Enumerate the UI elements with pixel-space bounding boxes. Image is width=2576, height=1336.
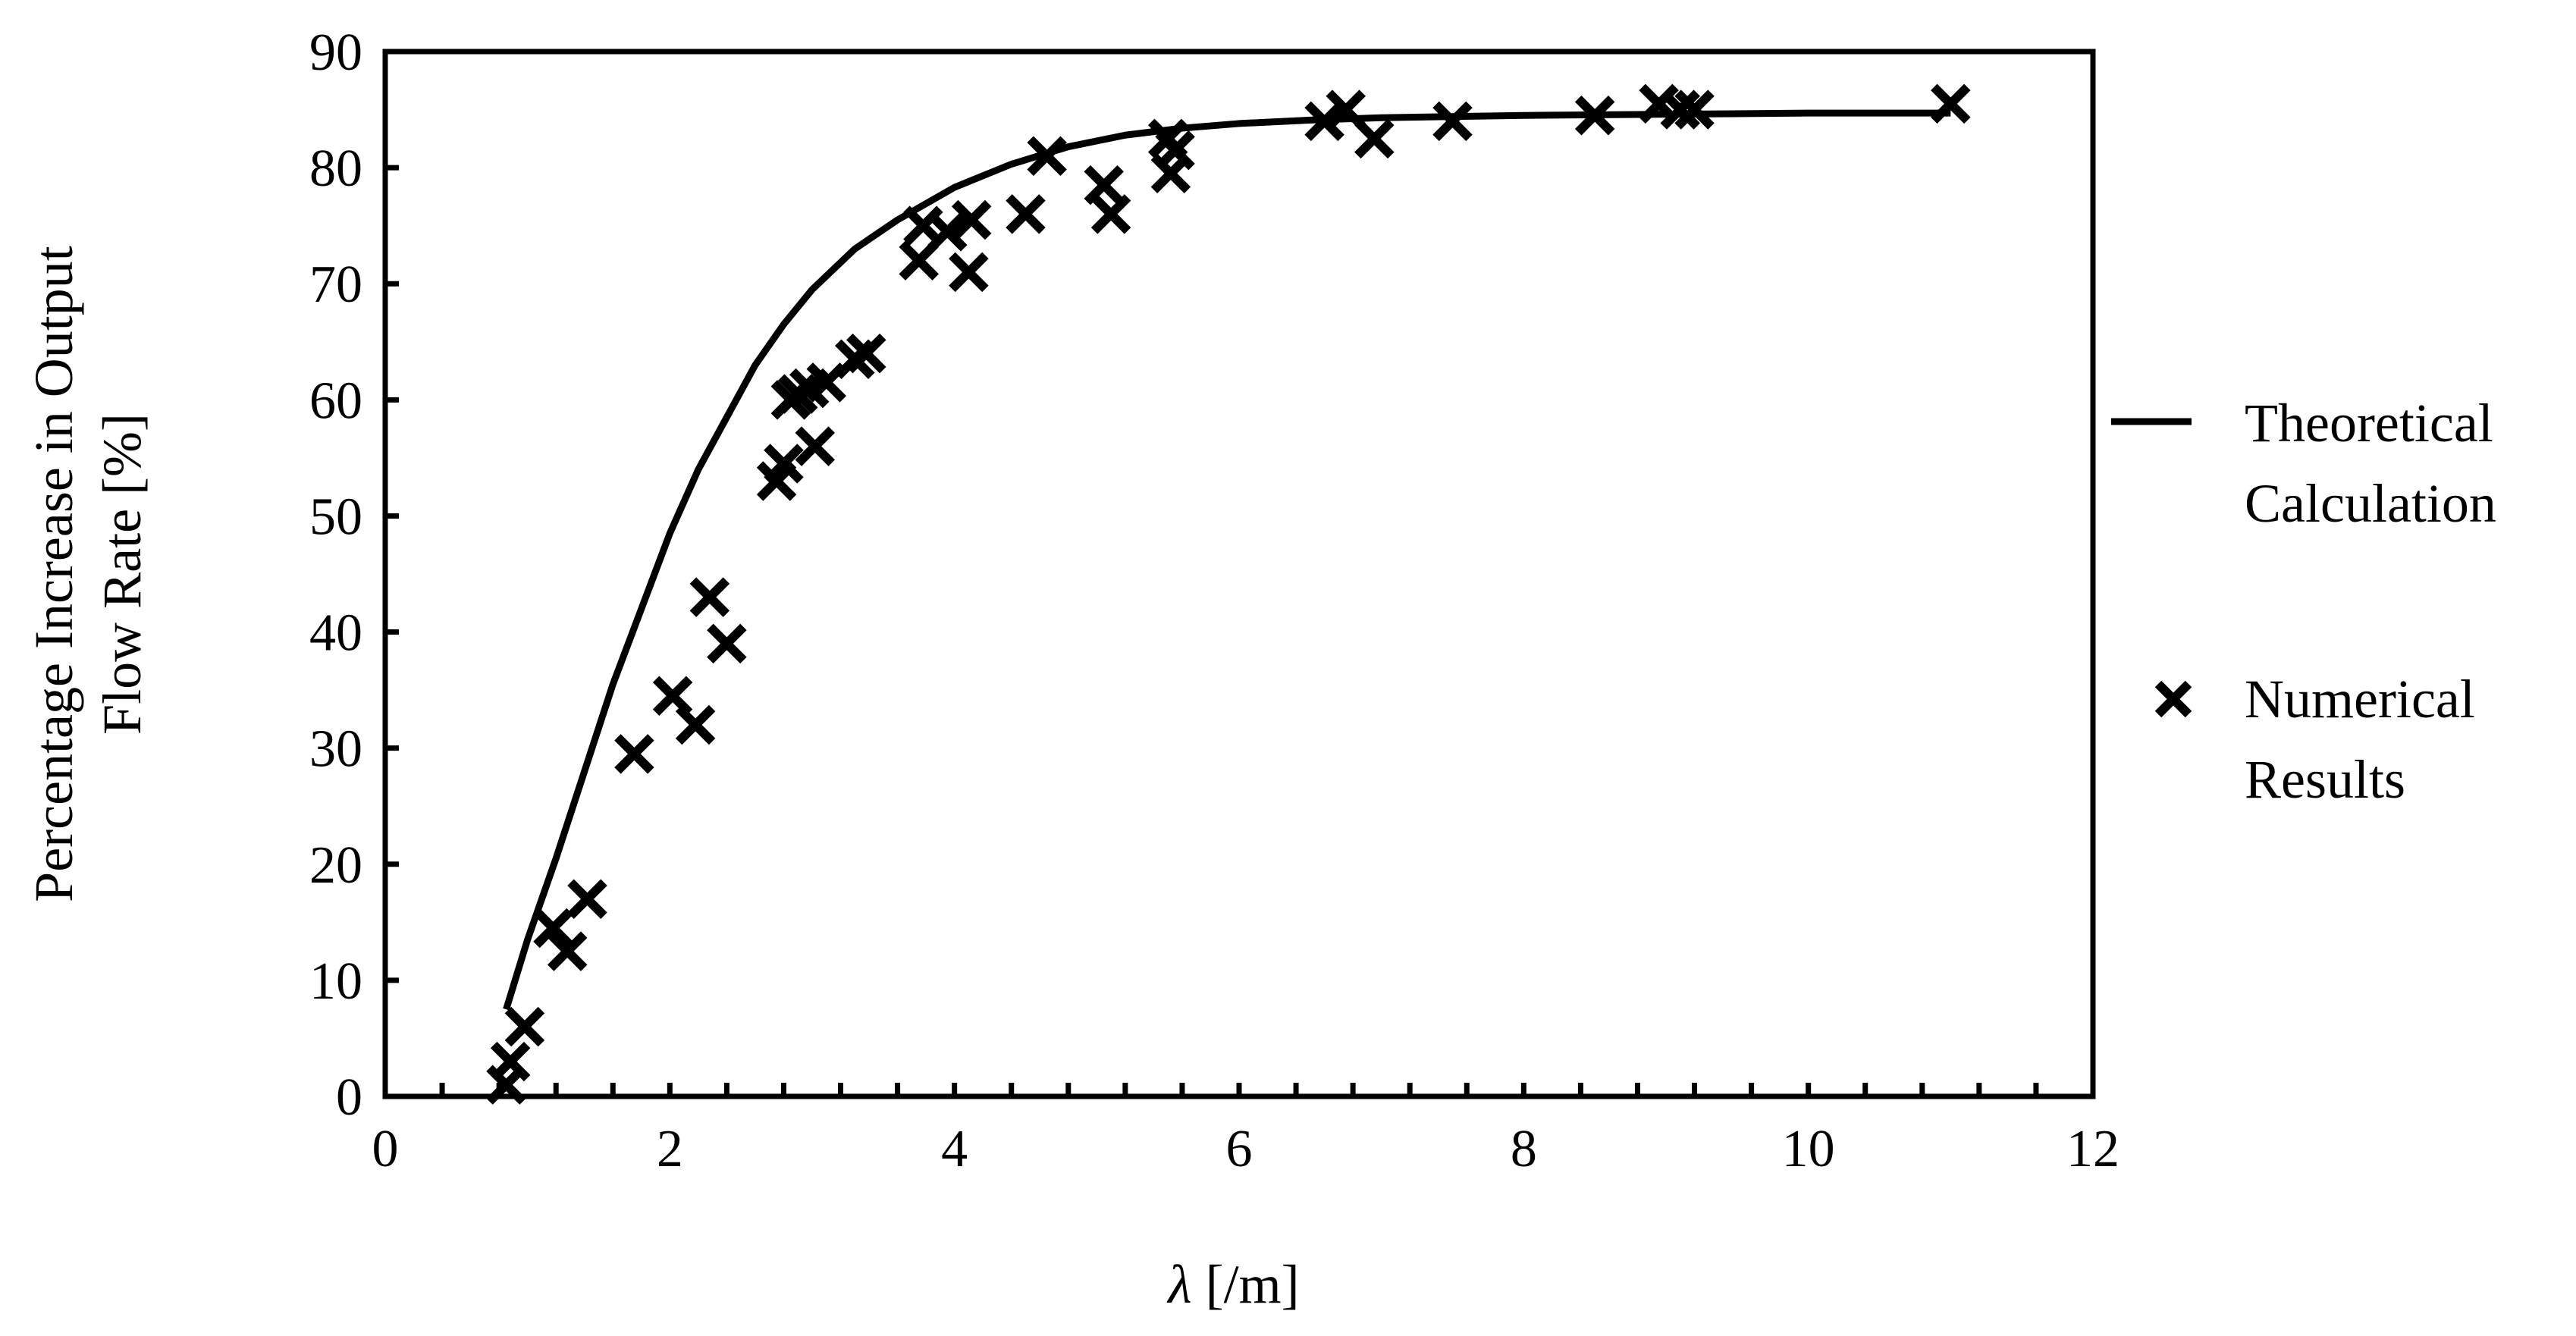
y-tick-label: 90 bbox=[309, 24, 362, 82]
y-tick-label: 70 bbox=[309, 256, 362, 314]
numerical-point bbox=[1931, 83, 1971, 124]
numerical-point bbox=[846, 333, 886, 374]
x-tick-label: 0 bbox=[372, 1120, 399, 1178]
x-axis-label: λ [/m] bbox=[1166, 1254, 1299, 1315]
numerical-point bbox=[1006, 194, 1046, 234]
x-tick-label: 4 bbox=[941, 1120, 968, 1178]
y-tick-label: 50 bbox=[309, 488, 362, 546]
y-axis-ticks: 0 10 20 30 40 50 60 70 80 90 bbox=[309, 24, 399, 1127]
legend: Theoretical Calculation Numerical Result… bbox=[2111, 393, 2496, 810]
numerical-point bbox=[764, 444, 804, 484]
numerical-point bbox=[1354, 118, 1395, 159]
plot-frame bbox=[382, 49, 2096, 1099]
y-axis-label-line2: Flow Rate [%] bbox=[92, 413, 152, 735]
y-tick-label: 80 bbox=[309, 140, 362, 198]
numerical-point bbox=[951, 199, 992, 240]
numerical-point bbox=[533, 908, 573, 949]
numerical-point bbox=[1574, 95, 1615, 136]
numerical-point bbox=[490, 1041, 531, 1082]
legend-x-marker bbox=[2154, 680, 2192, 718]
y-axis-label-line1: Percentage Increase in Output bbox=[24, 246, 84, 902]
y-tick-label: 20 bbox=[309, 836, 362, 895]
numerical-point bbox=[675, 704, 716, 745]
y-tick-label: 60 bbox=[309, 372, 362, 430]
x-axis-ticks: 0 2 4 6 8 10 12 bbox=[372, 1083, 2119, 1178]
y-tick-label: 30 bbox=[309, 720, 362, 779]
numerical-point bbox=[707, 623, 747, 664]
numerical-point bbox=[1027, 136, 1067, 177]
legend-label-numerical-line2: Results bbox=[2245, 749, 2405, 810]
x-tick-label: 8 bbox=[1511, 1120, 1537, 1178]
numerical-point bbox=[1304, 101, 1344, 142]
x-tick-label: 10 bbox=[1782, 1120, 1835, 1178]
x-tick-label: 2 bbox=[657, 1120, 683, 1178]
numerical-point bbox=[1674, 89, 1715, 130]
numerical-point bbox=[1432, 101, 1473, 142]
numerical-point bbox=[1084, 165, 1124, 205]
numerical-point bbox=[689, 577, 730, 617]
numerical-series bbox=[486, 83, 1971, 1105]
theoretical-curve bbox=[503, 109, 1951, 1011]
numerical-point bbox=[504, 1006, 545, 1047]
x-tick-label: 6 bbox=[1226, 1120, 1253, 1178]
numerical-point bbox=[1155, 130, 1195, 171]
numerical-point bbox=[567, 879, 607, 919]
numerical-point bbox=[547, 931, 588, 971]
y-tick-label: 40 bbox=[309, 604, 362, 663]
y-axis-label: Percentage Increase in Output Flow Rate … bbox=[24, 246, 152, 902]
numerical-point bbox=[1660, 89, 1701, 130]
y-tick-label: 0 bbox=[336, 1068, 362, 1127]
numerical-point bbox=[949, 252, 989, 293]
legend-label-numerical-line1: Numerical bbox=[2245, 669, 2475, 729]
y-tick-label: 10 bbox=[309, 952, 362, 1011]
legend-label-theoretical-line2: Calculation bbox=[2245, 473, 2496, 534]
x-tick-label: 12 bbox=[2066, 1120, 2119, 1178]
numerical-point bbox=[1326, 89, 1366, 130]
legend-label-theoretical-line1: Theoretical bbox=[2245, 393, 2493, 453]
numerical-point bbox=[614, 734, 654, 774]
numerical-point bbox=[899, 240, 939, 281]
numerical-point bbox=[795, 426, 835, 466]
numerical-point bbox=[1090, 194, 1131, 234]
numerical-point bbox=[927, 212, 968, 252]
theoretical-series bbox=[503, 109, 1951, 1011]
